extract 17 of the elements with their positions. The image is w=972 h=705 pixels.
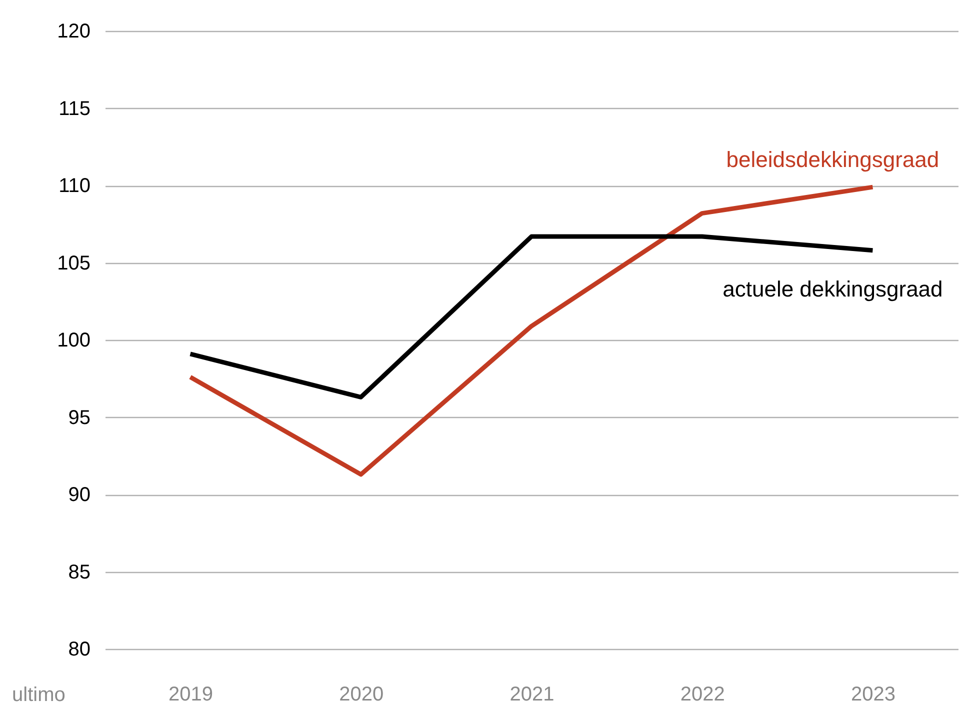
x-tick-label: 2022 <box>680 684 725 705</box>
y-tick-label: 120 <box>57 20 90 42</box>
text: ultimo <box>12 684 66 705</box>
x-tick-label: 2023 <box>850 684 896 705</box>
series-label: actuele dekkingsgraad <box>722 276 943 302</box>
y-tick-label: 110 <box>58 175 90 197</box>
y-tick-label: 115 <box>58 98 90 120</box>
x-tick-label: 2019 <box>168 684 214 705</box>
y-tick-label: 80 <box>68 638 90 660</box>
x-tick-label: 2021 <box>510 684 554 705</box>
y-tick-label: 100 <box>57 330 90 352</box>
y-tick-label: 95 <box>68 406 90 429</box>
y-tick-label: 90 <box>68 484 90 506</box>
x-tick-label: 2020 <box>339 684 384 705</box>
y-tick-label: 105 <box>57 252 90 274</box>
y-tick-label: 85 <box>68 561 90 584</box>
series-label: beleidsdekkingsgraad <box>726 147 940 172</box>
